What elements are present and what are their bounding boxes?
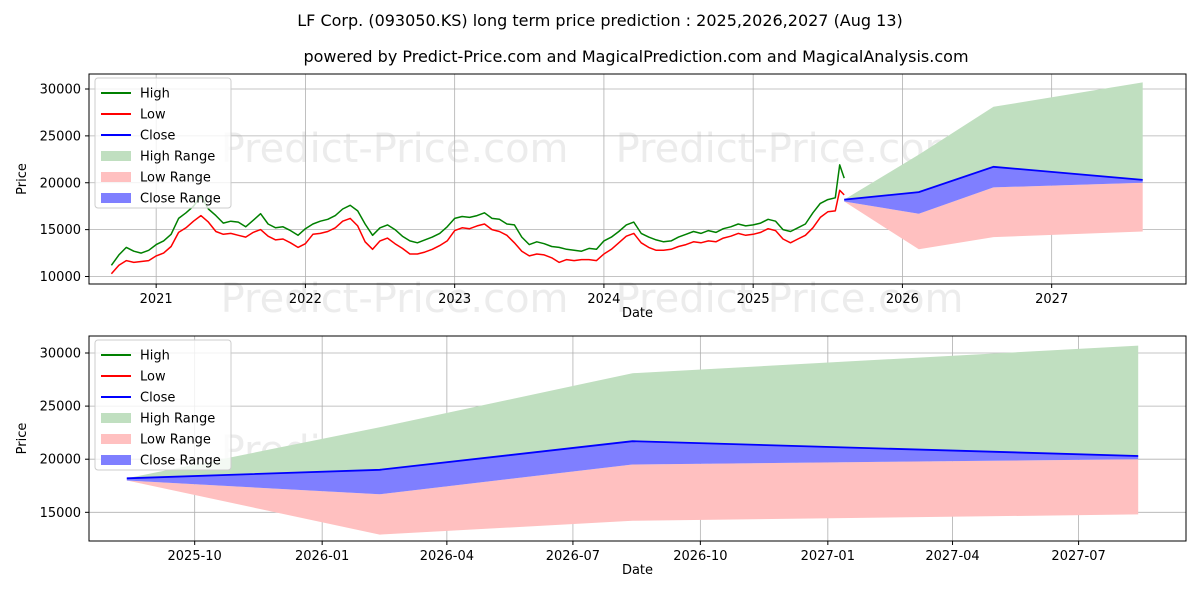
x-tick-label: 2023 — [438, 292, 471, 307]
x-tick-label: 2026 — [886, 292, 919, 307]
plot-frame — [88, 335, 1187, 542]
legend-swatch-high-range — [101, 151, 131, 161]
legend: High Low Close High Range Low Range Close Ran… — [94, 77, 232, 209]
tick-labels: 2025-10 2026-01 2026-04 2026-07 2026-10 2027-… — [40, 346, 1106, 564]
x-tick-label: 2027 — [1035, 292, 1068, 307]
x-tick-label: 2026-04 — [420, 549, 474, 564]
legend-label: Low — [140, 370, 166, 385]
legend-swatch-high-range — [101, 413, 131, 423]
legend-label: Low Range — [140, 433, 211, 448]
legend-swatch-close-range — [101, 193, 131, 203]
legend-swatch-close-range — [101, 455, 131, 465]
low-range-area — [844, 182, 1143, 250]
low-range-area — [126, 459, 1139, 535]
legend-label: Close — [140, 129, 175, 144]
y-tick-label: 25000 — [40, 129, 81, 144]
legend-swatch-low-range — [101, 434, 131, 444]
high-range-area — [126, 345, 1139, 479]
watermark-text: Predict-Price.com — [221, 276, 569, 322]
y-axis-label: Price — [15, 423, 30, 455]
legend-swatch-low-range — [101, 172, 131, 182]
low-series-line — [110, 189, 845, 275]
legend-label: Close Range — [140, 192, 221, 207]
close-range-area — [844, 166, 1143, 214]
legend-label: High — [140, 87, 170, 102]
x-tick-label: 2026-01 — [295, 549, 349, 564]
chart-subtitle: powered by Predict-Price.com and Magical… — [303, 47, 968, 66]
y-tick-label: 30000 — [40, 83, 81, 98]
x-tick-label: 2024 — [587, 292, 620, 307]
x-tick-label: 2027-04 — [925, 549, 979, 564]
legend-label: High Range — [140, 412, 215, 427]
tick-labels: 2021 2022 2023 2024 2025 2026 2027 10000 15000 20… — [40, 83, 1069, 308]
y-tick-label: 30000 — [40, 346, 81, 361]
x-axis-label: Date — [622, 563, 653, 578]
plot-frame — [88, 73, 1187, 285]
watermark-text: Predict-Price.com — [221, 126, 569, 172]
x-tick-label: 2025-10 — [168, 549, 222, 564]
legend-label: Close Range — [140, 454, 221, 469]
y-tick-label: 10000 — [40, 270, 81, 285]
close-range-area — [126, 441, 1139, 495]
y-tick-label: 15000 — [40, 223, 81, 238]
x-tick-label: 2026-07 — [546, 549, 600, 564]
y-axis-label: Price — [15, 163, 30, 195]
legend-label: Low — [140, 108, 166, 123]
x-tick-label: 2022 — [289, 292, 322, 307]
x-tick-label: 2021 — [140, 292, 173, 307]
chart-title: LF Corp. (093050.KS) long term price pre… — [297, 11, 902, 30]
legend-label: High — [140, 349, 170, 364]
legend: High Low Close High Range Low Range Close Ran… — [94, 339, 232, 471]
close-series-line — [844, 165, 1143, 201]
legend-label: Low Range — [140, 171, 211, 186]
x-tick-label: 2025 — [737, 292, 770, 307]
y-tick-label: 20000 — [40, 176, 81, 191]
lower-panel: Predict-Price.comPredict-Price.com2025-1… — [15, 335, 1187, 578]
high-series-line — [110, 164, 845, 266]
y-tick-label: 25000 — [40, 400, 81, 415]
x-tick-label: 2027-07 — [1051, 549, 1105, 564]
upper-panel: Predict-Price.com Predict-Price.comPredic… — [15, 73, 1187, 322]
legend-label: Close — [140, 391, 175, 406]
high-range-area — [844, 82, 1143, 200]
x-axis-label: Date — [622, 306, 653, 321]
y-tick-label: 20000 — [40, 453, 81, 468]
y-tick-label: 15000 — [40, 506, 81, 521]
x-tick-label: 2027-01 — [801, 549, 855, 564]
close-series-line — [126, 440, 1139, 480]
x-tick-label: 2026-10 — [673, 549, 727, 564]
legend-label: High Range — [140, 150, 215, 165]
